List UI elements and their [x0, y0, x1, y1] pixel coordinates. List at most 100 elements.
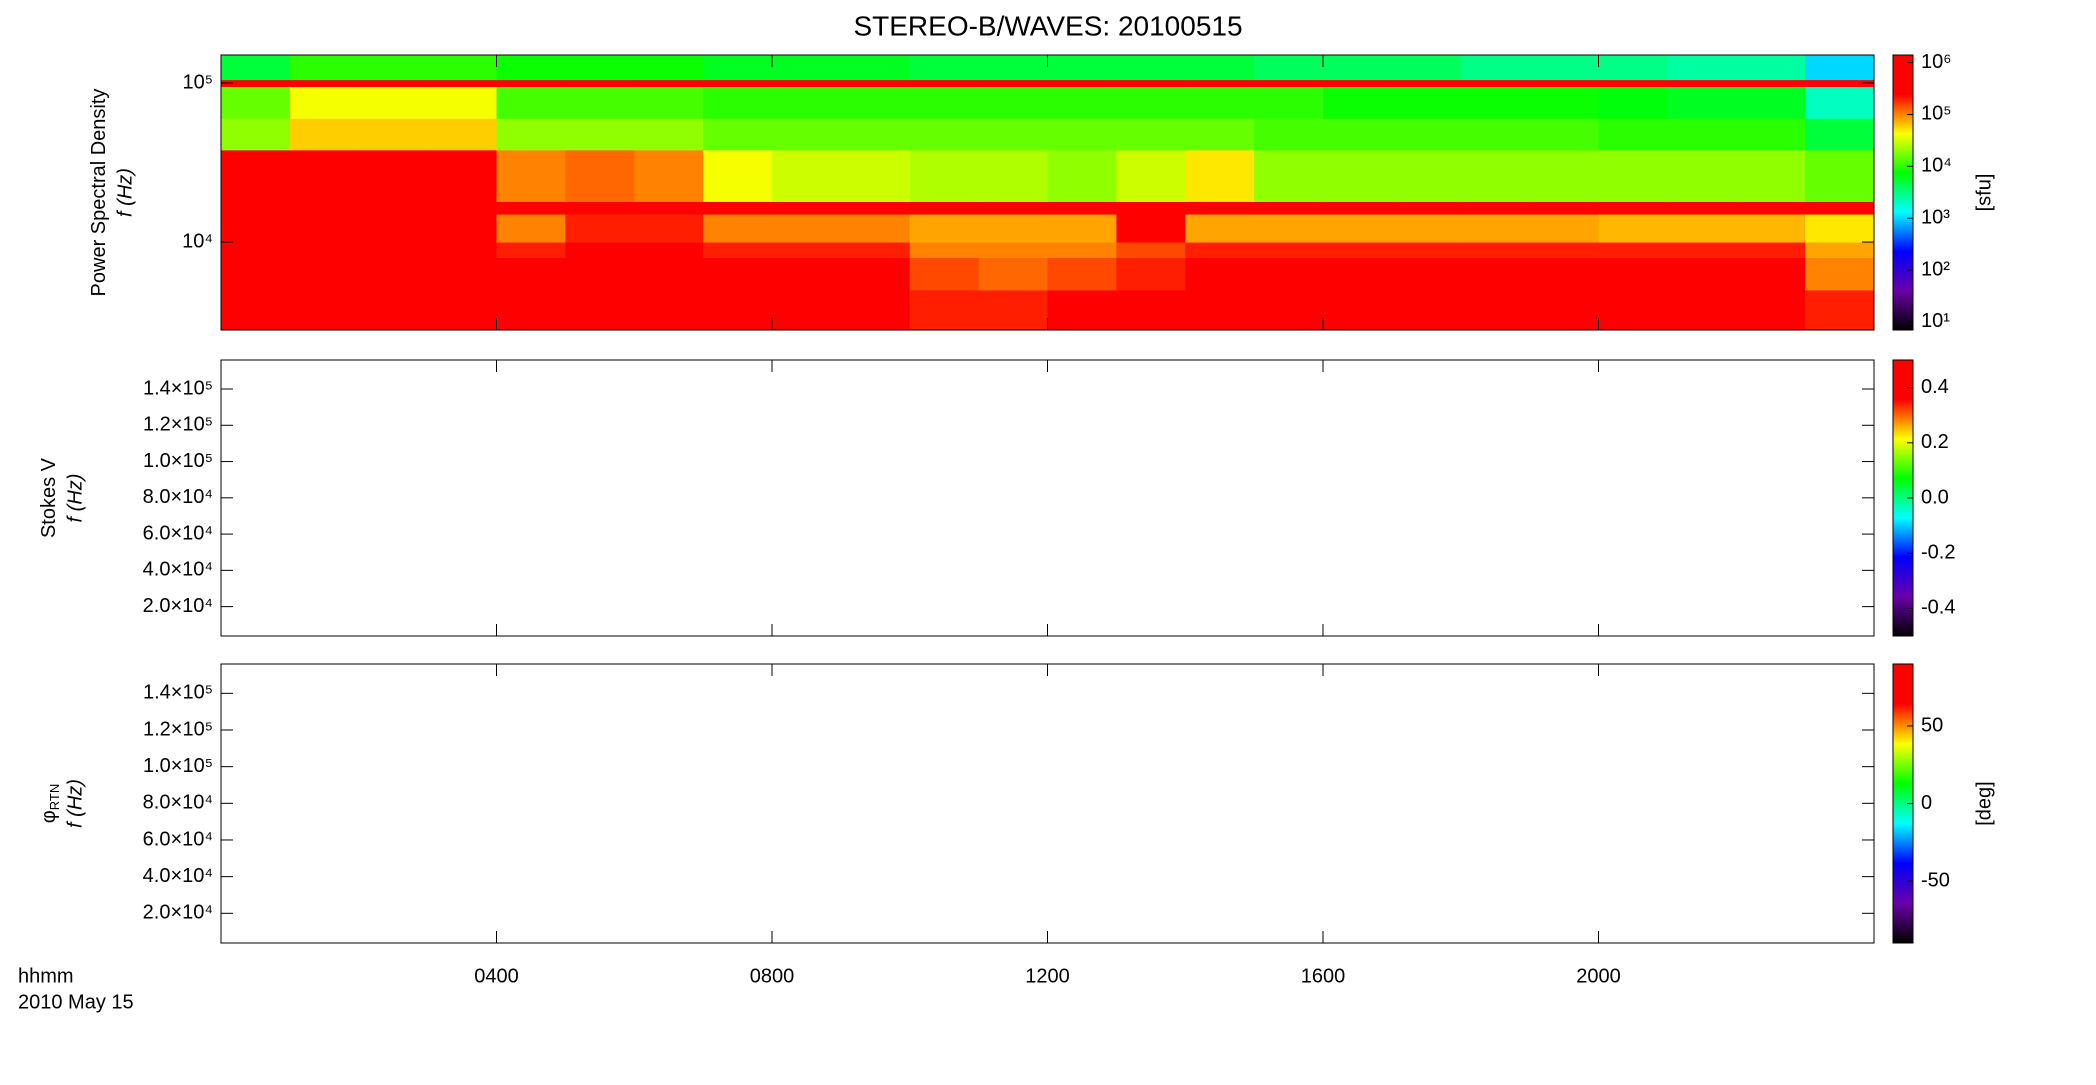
y-axis-unit: f (Hz) — [64, 474, 86, 523]
heatmap-cell — [1323, 79, 1393, 88]
colorbar — [1892, 54, 1914, 331]
heatmap-cell — [565, 289, 635, 331]
y-axis-unit: f (Hz) — [114, 168, 136, 217]
y-tick-label: 1.0×10⁵ — [143, 755, 213, 777]
heatmap-cell — [703, 257, 773, 291]
colorbar-label: [deg] — [1973, 781, 1995, 825]
heatmap-cell — [1254, 149, 1324, 202]
y-tick-label: 4.0×10⁴ — [143, 559, 213, 581]
colorbar-tick-label: 10² — [1921, 258, 1950, 280]
heatmap-cell — [1667, 55, 1737, 81]
heatmap-cell — [978, 201, 1048, 215]
heatmap-cell — [358, 149, 429, 202]
heatmap-cell — [840, 55, 911, 81]
heatmap-cell — [1323, 214, 1393, 243]
heatmap-cell — [840, 79, 911, 88]
heatmap-cell — [1185, 242, 1255, 258]
heatmap-cell — [909, 55, 980, 81]
y-tick-label: 1.4×10⁵ — [143, 682, 213, 704]
heatmap-cell — [1805, 79, 1875, 88]
heatmap-cell — [1667, 149, 1737, 202]
heatmap-cell — [1667, 214, 1737, 243]
heatmap-cell — [1598, 289, 1668, 331]
heatmap-cell — [1047, 118, 1117, 151]
heatmap-cell — [703, 201, 773, 215]
heatmap-cell — [1116, 289, 1186, 331]
heatmap-cell — [358, 242, 429, 258]
heatmap-cell — [978, 214, 1048, 243]
y-axis-label: Stokes V — [38, 457, 60, 538]
heatmap-cell — [1460, 118, 1531, 151]
y-axis-label-text: φ — [38, 810, 60, 823]
heatmap-cell — [358, 86, 429, 119]
heatmap-cell — [772, 86, 842, 119]
heatmap-cell — [1529, 242, 1599, 258]
heatmap-cell — [1667, 118, 1737, 151]
heatmap-cell — [909, 214, 980, 243]
x-axis-label: hhmm — [18, 965, 74, 987]
heatmap-cell — [1805, 257, 1875, 291]
heatmap-cell — [565, 242, 635, 258]
heatmap-cell — [289, 257, 360, 291]
heatmap-cell — [1116, 118, 1186, 151]
heatmap-cell — [1254, 242, 1324, 258]
heatmap-cell — [289, 289, 360, 331]
heatmap-cell — [221, 79, 291, 88]
heatmap-cell — [496, 201, 566, 215]
colorbar-tick-label: 0.2 — [1921, 431, 1949, 453]
heatmap-cell — [221, 257, 291, 291]
heatmap-cell — [565, 149, 635, 202]
heatmap-cell — [427, 86, 497, 119]
y-axis-label: Power Spectral Density — [88, 89, 110, 297]
heatmap-cell — [1736, 257, 1806, 291]
heatmap-cell — [1598, 55, 1668, 81]
y-axis-label: φRTN — [38, 784, 62, 823]
heatmap-cell — [703, 118, 773, 151]
heatmap-cell — [427, 201, 497, 215]
heatmap-cell — [909, 201, 980, 215]
heatmap-cell — [1185, 289, 1255, 331]
heatmap-cell — [1805, 214, 1875, 243]
colorbar-tick-label: 10⁵ — [1921, 103, 1952, 125]
heatmap-cell — [1047, 79, 1117, 88]
heatmap-cell — [840, 257, 911, 291]
heatmap-cell — [565, 118, 635, 151]
heatmap-cell — [358, 257, 429, 291]
heatmap-cell — [496, 257, 566, 291]
heatmap-cell — [1460, 242, 1531, 258]
y-tick-label: 2.0×10⁴ — [143, 595, 213, 617]
y-tick-label: 10⁴ — [182, 230, 213, 252]
y-tick-label: 1.0×10⁵ — [143, 450, 213, 472]
heatmap-cell — [496, 214, 566, 243]
heatmap-cell — [1598, 201, 1668, 215]
chart-title: STEREO-B/WAVES: 20100515 — [853, 10, 1242, 41]
heatmap-cell — [1667, 242, 1737, 258]
heatmap-cell — [289, 118, 360, 151]
heatmap-cell — [978, 242, 1048, 258]
heatmap-cell — [496, 149, 566, 202]
heatmap-cell — [634, 242, 704, 258]
heatmap-cell — [840, 118, 911, 151]
heatmap-cell — [1736, 149, 1806, 202]
heatmap-cell — [1529, 86, 1599, 119]
heatmap-cell — [427, 118, 497, 151]
heatmap-cell — [1254, 118, 1324, 151]
heatmap-cell — [496, 118, 566, 151]
heatmap-cell — [1116, 214, 1186, 243]
heatmap-cell — [565, 55, 635, 81]
heatmap-cell — [1736, 201, 1806, 215]
heatmap-cell — [1805, 289, 1875, 331]
heatmap-cell — [1254, 86, 1324, 119]
heatmap-cell — [1391, 149, 1462, 202]
heatmap-cell — [1460, 55, 1531, 81]
heatmap-cell — [634, 201, 704, 215]
heatmap-cell — [703, 79, 773, 88]
heatmap-cell — [289, 149, 360, 202]
heatmap-cell — [221, 118, 291, 151]
colorbar-tick-label: 10¹ — [1921, 310, 1950, 332]
heatmap-cell — [1116, 86, 1186, 119]
x-tick-label: 0400 — [474, 965, 519, 987]
heatmap-cell — [840, 242, 911, 258]
heatmap-cell — [840, 149, 911, 202]
